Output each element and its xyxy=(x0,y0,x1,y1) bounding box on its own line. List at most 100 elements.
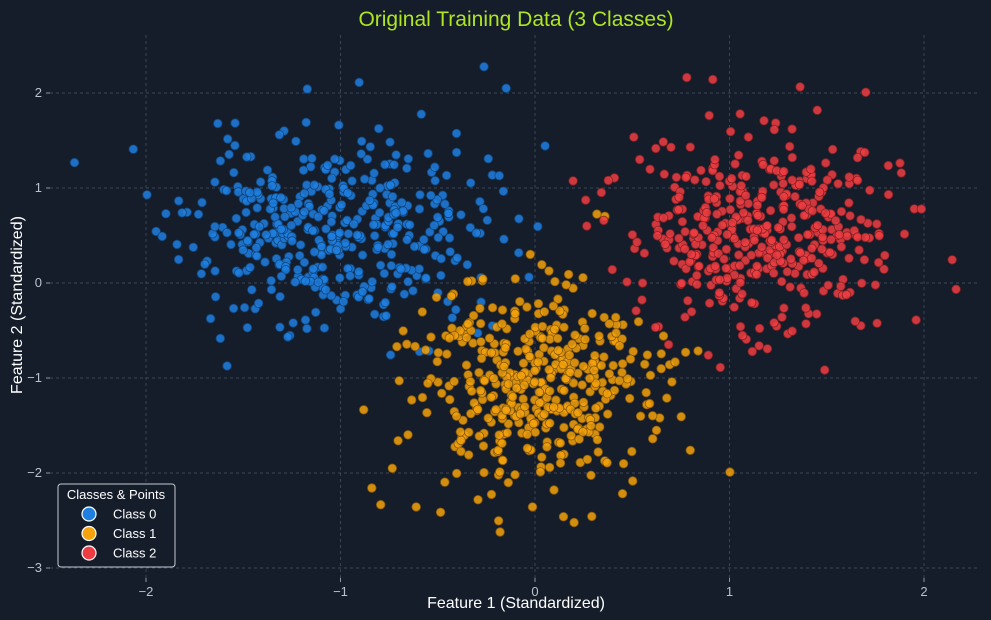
data-point xyxy=(842,231,852,241)
data-point xyxy=(247,285,257,295)
data-point xyxy=(286,203,296,213)
data-point xyxy=(641,387,651,398)
data-point xyxy=(591,378,601,389)
data-point xyxy=(599,312,609,323)
data-point xyxy=(703,350,714,360)
data-point xyxy=(737,289,747,299)
data-point xyxy=(578,397,589,408)
data-point xyxy=(500,343,511,353)
data-point xyxy=(435,507,446,518)
data-point xyxy=(735,196,746,206)
data-point xyxy=(514,248,524,258)
data-point xyxy=(213,118,223,129)
data-point xyxy=(754,323,765,334)
data-point xyxy=(383,239,393,250)
data-point xyxy=(694,261,704,271)
data-point xyxy=(188,242,199,253)
data-point xyxy=(899,229,910,239)
data-point xyxy=(336,200,347,210)
data-point xyxy=(852,152,863,163)
data-point xyxy=(860,232,871,243)
data-point xyxy=(852,175,863,186)
data-point xyxy=(581,195,591,205)
data-point xyxy=(359,405,369,415)
data-point xyxy=(807,243,817,254)
data-point xyxy=(747,298,757,308)
data-point xyxy=(794,179,805,190)
data-point xyxy=(463,276,473,287)
data-point xyxy=(548,301,559,311)
data-point xyxy=(625,354,636,364)
data-point xyxy=(387,282,397,292)
data-point xyxy=(402,163,412,174)
data-point xyxy=(729,233,740,244)
data-point xyxy=(530,427,541,438)
data-point xyxy=(479,467,489,478)
data-point xyxy=(205,313,216,324)
legend-marker xyxy=(81,545,97,561)
data-point xyxy=(301,117,311,128)
data-point xyxy=(467,386,477,396)
data-point xyxy=(578,361,589,372)
data-point xyxy=(721,263,731,274)
data-point xyxy=(486,489,497,500)
data-point xyxy=(752,225,763,236)
data-point xyxy=(730,159,740,169)
data-point xyxy=(790,191,800,202)
data-point xyxy=(524,351,535,362)
data-point xyxy=(795,82,805,92)
data-point xyxy=(633,317,644,327)
data-point xyxy=(545,386,555,396)
data-point xyxy=(844,253,854,263)
data-point xyxy=(746,250,757,260)
data-point xyxy=(747,346,758,357)
data-point xyxy=(501,83,511,94)
data-point xyxy=(522,302,532,312)
data-point xyxy=(196,269,207,279)
data-point xyxy=(717,220,728,230)
data-point xyxy=(593,447,603,457)
data-point xyxy=(670,357,680,367)
data-point xyxy=(799,210,809,221)
data-point xyxy=(685,445,696,456)
data-point xyxy=(381,311,391,321)
data-point xyxy=(385,350,396,360)
data-point xyxy=(692,279,702,290)
data-point xyxy=(268,198,278,208)
data-point xyxy=(368,220,379,230)
data-point xyxy=(423,378,433,389)
data-point xyxy=(497,438,507,449)
data-point xyxy=(825,247,835,258)
data-point xyxy=(814,258,824,269)
data-point xyxy=(769,124,780,135)
data-point xyxy=(242,152,252,162)
data-point xyxy=(510,274,521,284)
data-point xyxy=(854,245,864,255)
legend-marker xyxy=(81,525,97,542)
data-point xyxy=(873,257,884,268)
data-point xyxy=(302,84,313,94)
data-point xyxy=(656,364,666,374)
data-point xyxy=(527,502,538,512)
data-point xyxy=(357,136,367,147)
data-point xyxy=(833,179,843,189)
data-point xyxy=(586,470,596,481)
data-point xyxy=(682,72,692,83)
data-point xyxy=(573,408,583,418)
data-point xyxy=(443,208,454,219)
data-point xyxy=(689,228,699,238)
data-point xyxy=(629,132,639,142)
data-point xyxy=(291,136,301,147)
data-point xyxy=(373,242,383,253)
data-point xyxy=(403,430,413,440)
data-point xyxy=(550,276,560,287)
data-point xyxy=(233,228,244,238)
data-point xyxy=(403,154,414,164)
data-point xyxy=(860,147,870,158)
data-point xyxy=(513,346,523,357)
data-point xyxy=(385,137,395,147)
data-point xyxy=(518,358,529,368)
data-point xyxy=(452,468,462,479)
data-point xyxy=(444,233,455,243)
y-tick-label: 1 xyxy=(35,180,42,195)
